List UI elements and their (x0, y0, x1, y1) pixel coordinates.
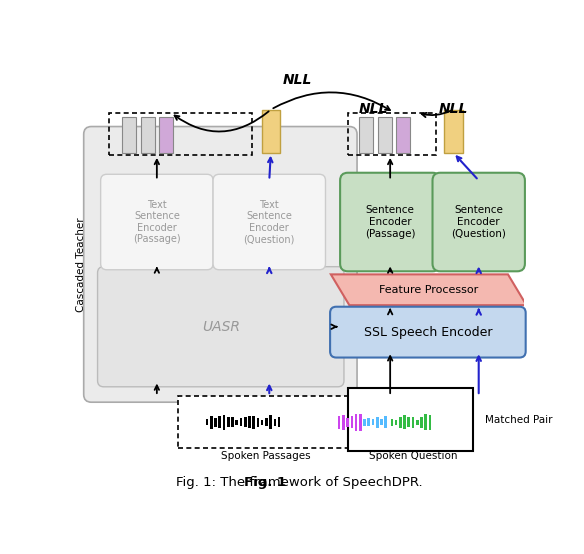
FancyBboxPatch shape (340, 173, 440, 271)
Bar (269, 415, 272, 429)
Bar (141, 117, 155, 153)
Bar (109, 112, 252, 155)
Bar (380, 419, 383, 425)
Bar (338, 416, 340, 429)
Bar (223, 414, 225, 430)
FancyBboxPatch shape (213, 175, 325, 270)
Bar (346, 418, 349, 427)
Polygon shape (331, 274, 526, 305)
Text: Sentence
Encoder
(Passage): Sentence Encoder (Passage) (365, 206, 415, 239)
Bar (278, 418, 280, 427)
Bar (178, 396, 425, 448)
Bar (399, 417, 402, 428)
Bar (244, 417, 246, 427)
FancyBboxPatch shape (433, 173, 525, 271)
Bar (206, 419, 208, 425)
Bar (214, 418, 217, 427)
Bar (273, 419, 276, 425)
Bar (231, 417, 234, 427)
Bar (397, 117, 410, 153)
Bar (403, 416, 406, 429)
Bar (359, 117, 373, 153)
Bar (371, 419, 374, 425)
Text: Spoken Question: Spoken Question (369, 451, 457, 461)
Bar (391, 419, 393, 426)
Bar (384, 417, 387, 428)
FancyBboxPatch shape (84, 126, 357, 402)
Bar (425, 414, 427, 430)
Bar (354, 414, 357, 431)
Bar (227, 417, 230, 428)
FancyBboxPatch shape (100, 175, 213, 270)
Bar (235, 419, 238, 425)
Text: NLL: NLL (359, 102, 388, 116)
Bar (350, 416, 353, 428)
Text: NLL: NLL (439, 102, 468, 116)
Bar (342, 415, 345, 429)
Bar (256, 418, 259, 427)
Bar (359, 414, 361, 431)
Bar (248, 416, 251, 428)
Bar (218, 416, 221, 428)
Bar (210, 416, 213, 429)
Text: Fig. 1: The framework of SpeechDPR.: Fig. 1: The framework of SpeechDPR. (176, 476, 423, 489)
Bar (420, 417, 423, 428)
Bar (408, 417, 410, 427)
Text: Sentence
Encoder
(Question): Sentence Encoder (Question) (451, 206, 506, 239)
Bar (159, 117, 173, 153)
Bar (416, 419, 419, 425)
Text: Cascaded Teacher: Cascaded Teacher (77, 217, 86, 312)
Text: Text
Sentence
Encoder
(Question): Text Sentence Encoder (Question) (244, 199, 295, 244)
FancyBboxPatch shape (330, 307, 526, 357)
Bar (444, 110, 463, 153)
Bar (395, 419, 398, 425)
Bar (348, 388, 473, 452)
Text: Fig. 1: Fig. 1 (244, 476, 287, 489)
FancyBboxPatch shape (98, 266, 344, 387)
Bar (265, 418, 267, 426)
Bar (363, 419, 366, 426)
Bar (262, 110, 280, 153)
Bar (239, 418, 242, 426)
Text: Feature Processor: Feature Processor (379, 285, 478, 295)
Bar (348, 112, 436, 155)
Bar (412, 417, 415, 428)
Bar (376, 417, 378, 428)
Bar (261, 419, 263, 425)
Text: NLL: NLL (283, 73, 312, 88)
Bar (378, 117, 392, 153)
Text: UASR: UASR (201, 320, 240, 334)
Text: Matched Pair: Matched Pair (485, 415, 552, 425)
Text: SSL Speech Encoder: SSL Speech Encoder (364, 326, 492, 338)
Bar (429, 414, 432, 430)
Bar (122, 117, 136, 153)
Bar (252, 416, 255, 429)
Text: Text
Sentence
Encoder
(Passage): Text Sentence Encoder (Passage) (133, 199, 180, 244)
Bar (367, 418, 370, 427)
Text: Spoken Passages: Spoken Passages (221, 451, 310, 461)
